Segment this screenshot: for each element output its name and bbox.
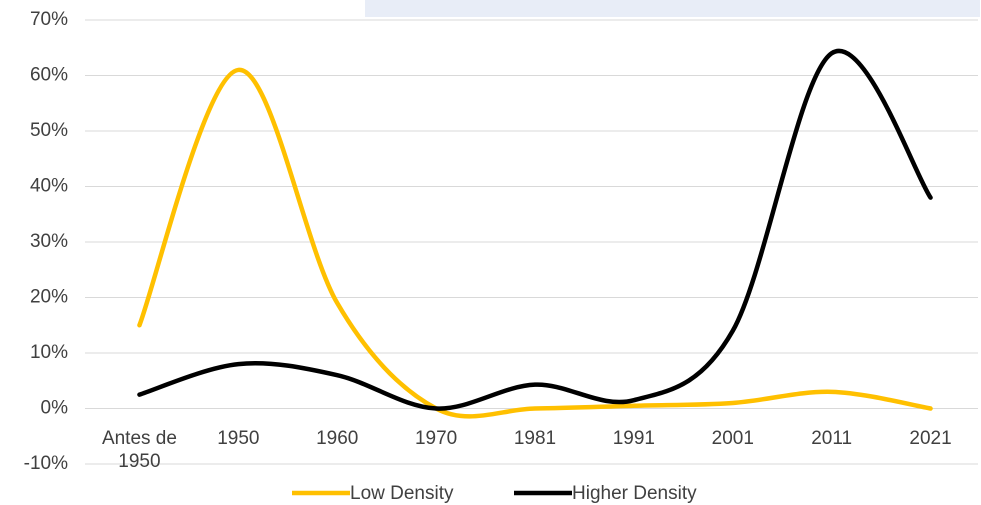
legend-label: Higher Density: [572, 483, 697, 504]
y-tick-label: 10%: [30, 342, 68, 363]
y-tick-label: -10%: [24, 453, 68, 474]
x-tick-label: 2021: [909, 428, 952, 449]
y-tick-label: 70%: [30, 9, 68, 30]
series-line: [137, 48, 933, 411]
series-line: [137, 67, 933, 419]
y-tick-label: 40%: [30, 176, 68, 197]
legend-label: Low Density: [350, 483, 454, 504]
x-tick-label: 1970: [414, 428, 458, 449]
x-tick-label: 1981: [513, 428, 557, 449]
x-tick-label: Antes de 1950: [101, 428, 177, 472]
y-tick-label: 20%: [30, 287, 68, 308]
x-tick-label: 1950: [217, 428, 260, 449]
y-tick-label: 30%: [30, 231, 68, 252]
x-tick-label: 1991: [612, 428, 656, 449]
y-tick-label: 60%: [30, 65, 68, 86]
header-box: [365, 0, 980, 17]
y-tick-label: 0%: [41, 398, 69, 419]
x-tick-label: 1960: [316, 428, 359, 449]
y-tick-label: 50%: [30, 120, 68, 141]
x-tick-label: 2011: [811, 428, 853, 449]
x-tick-label: 2001: [711, 428, 754, 449]
